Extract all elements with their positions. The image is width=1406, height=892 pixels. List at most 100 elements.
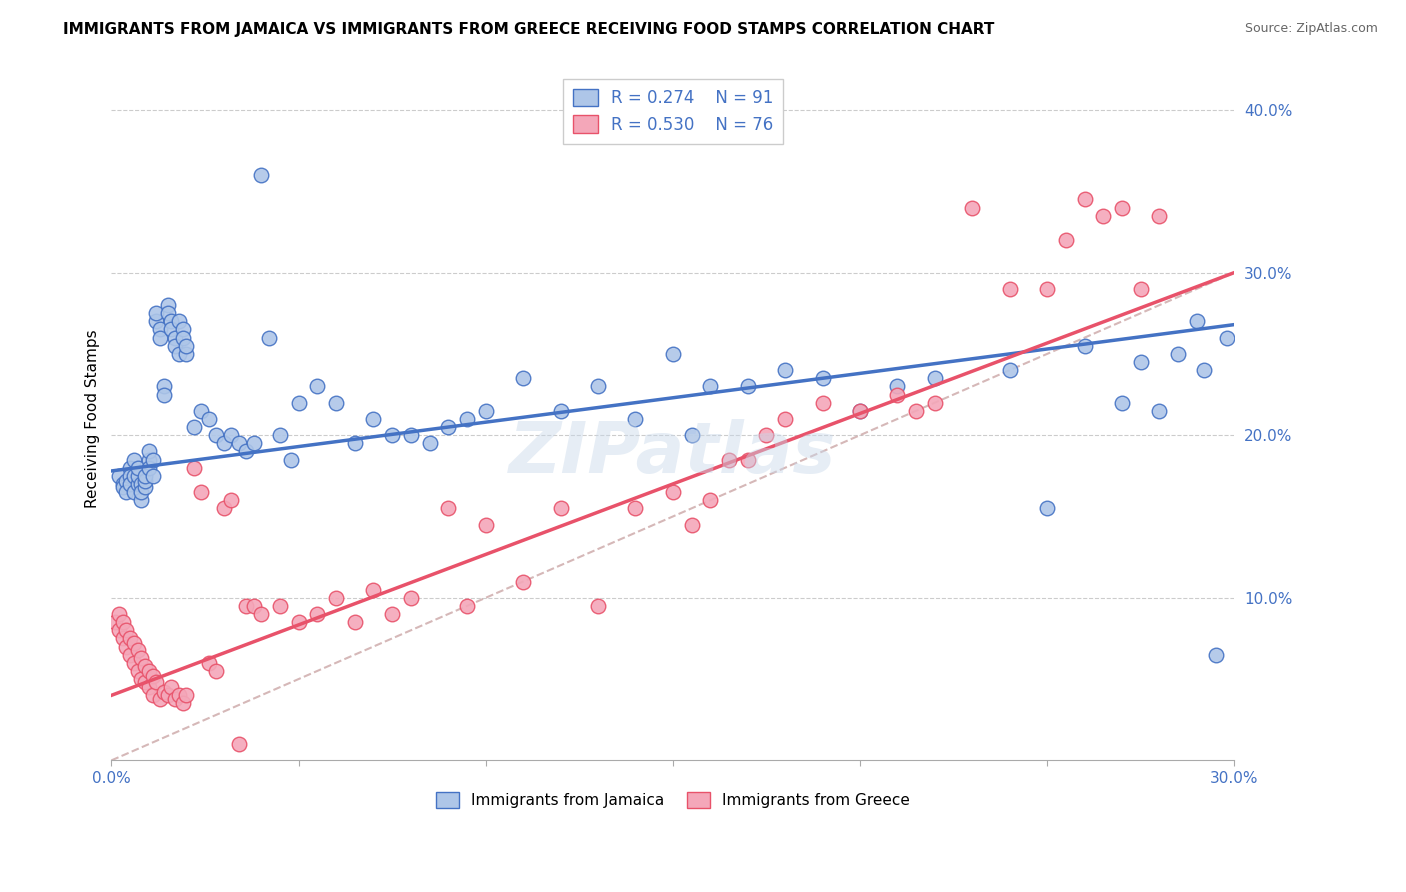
Point [681, 428, 703, 442]
Point [307, 607, 329, 621]
Point [212, 501, 235, 516]
Point [474, 517, 496, 532]
Point [456, 412, 478, 426]
Point [156, 298, 179, 312]
Point [886, 387, 908, 401]
Point [1111, 201, 1133, 215]
Point [699, 493, 721, 508]
Point [134, 474, 156, 488]
Point [905, 404, 928, 418]
Point [1111, 395, 1133, 409]
Point [131, 485, 153, 500]
Point [145, 314, 167, 328]
Point [325, 395, 347, 409]
Point [149, 322, 172, 336]
Point [197, 412, 219, 426]
Point [512, 574, 534, 589]
Point [142, 689, 165, 703]
Point [149, 330, 172, 344]
Point [111, 615, 134, 629]
Point [115, 474, 138, 488]
Point [307, 379, 329, 393]
Point [212, 436, 235, 450]
Point [228, 436, 250, 450]
Point [163, 691, 186, 706]
Point [174, 689, 197, 703]
Point [131, 493, 153, 508]
Point [550, 404, 572, 418]
Point [163, 330, 186, 344]
Point [718, 452, 741, 467]
Point [131, 651, 153, 665]
Point [1073, 193, 1095, 207]
Point [512, 371, 534, 385]
Point [174, 347, 197, 361]
Point [1205, 648, 1227, 662]
Point [138, 460, 160, 475]
Point [156, 689, 179, 703]
Point [586, 379, 609, 393]
Point [122, 452, 145, 467]
Point [145, 306, 167, 320]
Point [205, 664, 228, 678]
Point [811, 395, 834, 409]
Point [156, 306, 179, 320]
Point [153, 387, 176, 401]
Point [190, 485, 212, 500]
Point [122, 656, 145, 670]
Point [1167, 347, 1189, 361]
Point [160, 680, 183, 694]
Point [737, 379, 759, 393]
Point [138, 444, 160, 458]
Point [1185, 314, 1208, 328]
Point [228, 737, 250, 751]
Point [699, 379, 721, 393]
Point [153, 379, 176, 393]
Point [998, 363, 1021, 377]
Point [1149, 209, 1171, 223]
Point [174, 339, 197, 353]
Point [1129, 355, 1152, 369]
Point [624, 501, 647, 516]
Point [115, 640, 138, 654]
Point [474, 404, 496, 418]
Point [437, 501, 460, 516]
Point [962, 201, 984, 215]
Point [381, 428, 404, 442]
Point [343, 615, 366, 629]
Point [134, 659, 156, 673]
Text: Source: ZipAtlas.com: Source: ZipAtlas.com [1244, 22, 1378, 36]
Point [172, 697, 194, 711]
Point [122, 468, 145, 483]
Point [269, 428, 291, 442]
Point [1149, 404, 1171, 418]
Point [280, 452, 302, 467]
Point [456, 599, 478, 613]
Point [134, 468, 156, 483]
Point [108, 468, 131, 483]
Point [1036, 501, 1059, 516]
Point [127, 664, 149, 678]
Point [122, 485, 145, 500]
Point [131, 672, 153, 686]
Point [399, 591, 422, 605]
Text: IMMIGRANTS FROM JAMAICA VS IMMIGRANTS FROM GREECE RECEIVING FOOD STAMPS CORRELAT: IMMIGRANTS FROM JAMAICA VS IMMIGRANTS FR… [63, 22, 994, 37]
Point [343, 436, 366, 450]
Point [219, 428, 242, 442]
Point [849, 404, 872, 418]
Text: ZIPatlas: ZIPatlas [509, 418, 837, 488]
Point [662, 347, 685, 361]
Point [134, 675, 156, 690]
Point [160, 314, 183, 328]
Point [235, 599, 257, 613]
Point [138, 664, 160, 678]
Point [773, 412, 796, 426]
Point [550, 501, 572, 516]
Point [924, 395, 946, 409]
Point [257, 330, 280, 344]
Point [127, 642, 149, 657]
Point [142, 669, 165, 683]
Point [381, 607, 404, 621]
Point [437, 420, 460, 434]
Point [811, 371, 834, 385]
